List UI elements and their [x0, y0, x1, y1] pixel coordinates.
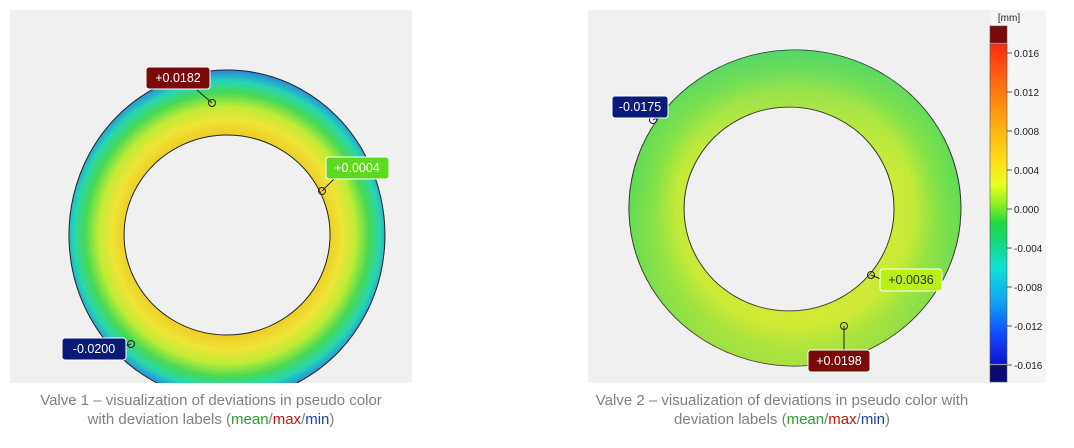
valve2-caption-sep2: / — [856, 411, 861, 428]
colorbar-tick-label: -0.004 — [1014, 244, 1043, 255]
valve1-ring-figure: +0.0182 +0.0004 -0.0200 — [61, 66, 390, 383]
valve1-mean-label-box — [325, 156, 390, 180]
valve1-caption-line1: Valve 1 – visualization of deviations in… — [40, 392, 382, 409]
valve2-caption-line2: deviation labels (mean/max/min) — [560, 410, 1004, 429]
valve2-caption-line1: Valve 2 – visualization of deviations in… — [595, 392, 969, 409]
valve1-view: +0.0182 +0.0004 -0.0200 — [10, 10, 412, 383]
colorbar-tick-label: 0.012 — [1014, 88, 1039, 99]
colorbar: [mm] 0.016 0.012 0.008 0.004 0.000 -0.004 -0.0… — [989, 10, 1046, 383]
valve1-caption-sep2: / — [301, 411, 306, 428]
colorbar-tick-label: -0.012 — [1014, 322, 1043, 333]
valve2-caption-mean: mean — [786, 411, 825, 428]
valve1-min-label-box — [61, 337, 127, 361]
valve2-ring-figure: -0.0175 +0.0036 +0.0198 [mm] 0.0160.0120… — [611, 10, 1046, 383]
valve1-mean-label: +0.0004 — [334, 161, 380, 175]
valve1-caption-sep1: / — [268, 411, 273, 428]
valve2-view: -0.0175 +0.0036 +0.0198 [mm] 0.016 0.012 0… — [588, 10, 1046, 383]
colorbar-tick-label: 0.000 — [1014, 205, 1039, 216]
valve1-min-label: -0.0200 — [73, 342, 115, 356]
colorbar-overflow-low — [989, 364, 1008, 383]
valve1-caption-min: min — [305, 411, 330, 428]
valve2-mean-marker — [867, 271, 875, 279]
valve2-caption-sep1: / — [824, 411, 829, 428]
colorbar-tick-label: -0.008 — [1014, 283, 1043, 294]
valve1-min-marker — [127, 340, 135, 348]
valve2-mean-label-box — [879, 268, 943, 292]
colorbar-unit: [mm] — [998, 13, 1020, 24]
valve1-max-label: +0.0182 — [155, 71, 201, 85]
colorbar-tick-label: 0.004 — [1014, 166, 1039, 177]
valve2-caption-prefix: deviation labels ( — [674, 411, 787, 428]
valve1-caption-max: max — [272, 411, 302, 428]
valve1-caption-suffix: ) — [329, 411, 335, 428]
valve2-caption-suffix: ) — [884, 411, 890, 428]
valve1-caption: Valve 1 – visualization of deviations in… — [10, 391, 412, 429]
valve2-mean-label: +0.0036 — [888, 273, 934, 287]
colorbar-tick-label: 0.008 — [1014, 127, 1039, 138]
valve2-max-label-box — [807, 349, 871, 373]
colorbar-tick-label: -0.016 — [1014, 361, 1043, 372]
valve1-caption-prefix: with deviation labels ( — [87, 411, 232, 428]
valve2-caption-min: min — [860, 411, 885, 428]
valve1-max-marker — [208, 99, 216, 107]
valve1-caption-line2: with deviation labels (mean/max/min) — [10, 410, 412, 429]
valve2-min-label: -0.0175 — [619, 100, 661, 114]
valve2-max-label: +0.0198 — [816, 354, 862, 368]
colorbar-scale — [989, 43, 1008, 365]
valve1-mean-marker — [318, 187, 326, 195]
colorbar-overflow-high — [989, 25, 1008, 44]
colorbar-tick-label: 0.016 — [1014, 49, 1039, 60]
valve2-caption-max: max — [828, 411, 857, 428]
valve1-caption-mean: mean — [231, 411, 269, 428]
valve2-min-label-box — [611, 95, 669, 119]
valve2-max-marker — [840, 322, 848, 330]
colorbar-ticks: 0.016 0.012 0.008 0.004 0.000 -0.004 -0.008 -0.… — [1007, 49, 1043, 372]
valve2-caption: Valve 2 – visualization of deviations in… — [560, 391, 1004, 429]
valve1-max-label-box — [145, 66, 211, 90]
